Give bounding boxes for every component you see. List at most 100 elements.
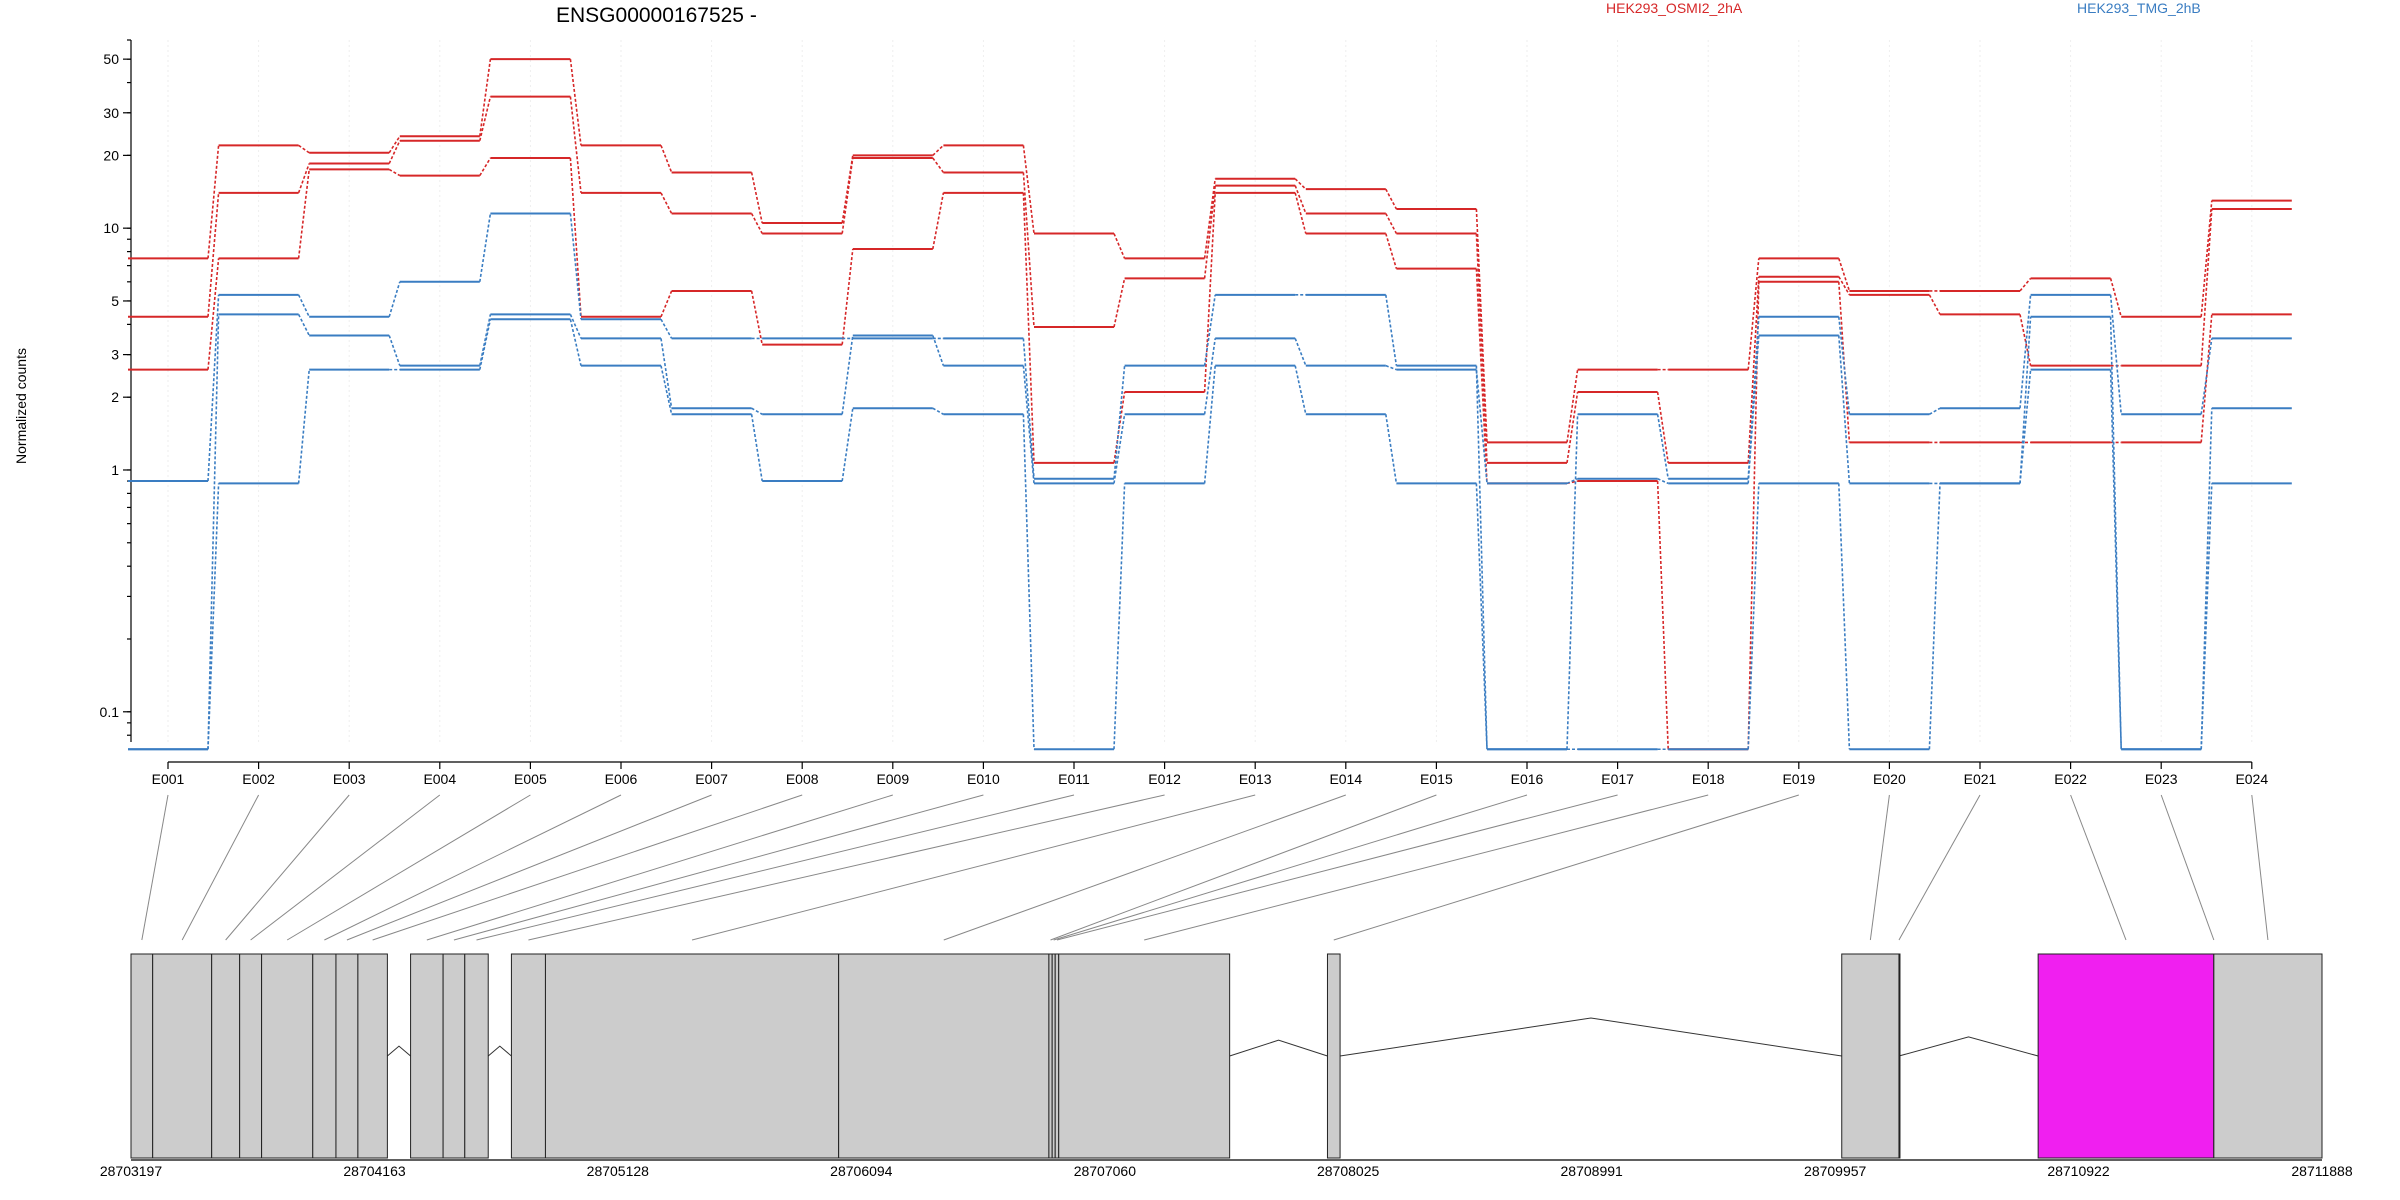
intron-line bbox=[1339, 1017, 1842, 1057]
series-transition bbox=[751, 407, 763, 415]
series-transition bbox=[1566, 478, 1578, 485]
series-transition bbox=[2019, 316, 2032, 484]
series-transition bbox=[1838, 276, 1851, 296]
exon-box bbox=[335, 953, 359, 1159]
series-transition bbox=[1203, 185, 1216, 279]
y-tick-label: 0.1 bbox=[100, 704, 120, 720]
y-tick-label: 50 bbox=[103, 51, 119, 67]
exon-connector bbox=[286, 794, 531, 941]
series-transition bbox=[1838, 483, 1851, 750]
series-transition bbox=[298, 144, 310, 154]
y-tick-label: 20 bbox=[103, 147, 119, 163]
x-tick-label: E010 bbox=[967, 771, 1000, 787]
series-transition bbox=[1656, 414, 1669, 479]
exon-connector bbox=[2251, 794, 2269, 941]
y-tick-label: 2 bbox=[111, 389, 119, 405]
x-tick-label: E023 bbox=[2145, 771, 2178, 787]
series-transition bbox=[388, 281, 401, 318]
y-tick-label: 1 bbox=[111, 462, 119, 478]
exon-box bbox=[152, 953, 213, 1159]
series-line bbox=[128, 313, 2292, 751]
series-transition bbox=[1838, 316, 1851, 415]
intron-line bbox=[387, 1045, 411, 1057]
series-transition bbox=[1475, 268, 1488, 484]
series-transition bbox=[207, 258, 220, 370]
exon-box bbox=[1326, 953, 1341, 1159]
exon-box bbox=[1841, 953, 1900, 1159]
series-transition bbox=[841, 155, 854, 224]
series-transition bbox=[841, 408, 854, 482]
exon-box bbox=[442, 953, 466, 1159]
y-tick-label: 3 bbox=[111, 347, 119, 363]
series-transition bbox=[297, 369, 310, 484]
exon-box bbox=[130, 953, 154, 1159]
series-transition bbox=[932, 192, 945, 250]
series-transition bbox=[841, 335, 854, 415]
series-transition bbox=[1022, 192, 1035, 463]
series-transition bbox=[388, 335, 401, 366]
exon-connector bbox=[324, 794, 622, 941]
series-line bbox=[128, 58, 2292, 444]
series-transition bbox=[207, 314, 220, 750]
exon-connector bbox=[1869, 794, 1890, 941]
exon-box bbox=[1058, 953, 1231, 1159]
exon-box bbox=[1898, 953, 1901, 1159]
series-transition bbox=[479, 213, 492, 282]
exon-connector bbox=[476, 794, 1075, 941]
x-tick-label: E013 bbox=[1239, 771, 1272, 787]
y-axis: 0.1 1 2 3 5 10 20 30 50 bbox=[100, 39, 132, 742]
series-transition bbox=[297, 163, 310, 194]
series-transition bbox=[388, 140, 401, 164]
x-tick-label: E003 bbox=[333, 771, 366, 787]
intron-line bbox=[1229, 1039, 1328, 1057]
x-tick-label: E006 bbox=[605, 771, 638, 787]
series-transition bbox=[841, 248, 854, 345]
exon-box bbox=[410, 953, 444, 1159]
series-transition bbox=[1928, 483, 1941, 750]
series-transition bbox=[207, 483, 220, 750]
series-transition bbox=[1838, 258, 1851, 292]
exon-box bbox=[544, 953, 840, 1159]
series-transition bbox=[2109, 278, 2122, 318]
exon-connector bbox=[1050, 794, 1437, 941]
exon-connector bbox=[2070, 794, 2127, 941]
series-transition bbox=[1203, 294, 1216, 366]
coordinate-label: 28707060 bbox=[1074, 1163, 1137, 1179]
x-tick-label: E002 bbox=[242, 771, 275, 787]
series-transition bbox=[660, 338, 673, 409]
series-transition bbox=[1203, 365, 1216, 484]
series-transition bbox=[660, 318, 673, 339]
exon-box bbox=[2213, 953, 2323, 1159]
exon-connector bbox=[453, 794, 984, 941]
series-transition bbox=[1929, 407, 1941, 415]
x-tick-label: E024 bbox=[2235, 771, 2268, 787]
series-transition bbox=[1113, 278, 1126, 328]
series-transition bbox=[1475, 369, 1488, 484]
intron-line bbox=[1898, 1036, 2039, 1057]
series-transition bbox=[2200, 314, 2213, 443]
series-transition bbox=[2109, 316, 2122, 750]
series-transition bbox=[2019, 369, 2032, 484]
x-tick-label: E018 bbox=[1692, 771, 1725, 787]
series-transition bbox=[660, 290, 673, 318]
series-transition bbox=[2200, 338, 2213, 415]
exon-connector bbox=[181, 794, 260, 941]
series-transition bbox=[1475, 208, 1488, 443]
coordinate-label: 28710922 bbox=[2047, 1163, 2110, 1179]
y-tick-label: 10 bbox=[103, 220, 119, 236]
exon-box bbox=[838, 953, 1050, 1159]
series-transition bbox=[660, 365, 673, 415]
series-transition bbox=[2200, 208, 2213, 366]
series-transition bbox=[660, 145, 673, 173]
exon-connector bbox=[1898, 794, 1981, 941]
series-transition bbox=[2200, 483, 2213, 750]
exon-connector bbox=[372, 794, 803, 941]
series-transition bbox=[1656, 481, 1669, 750]
series-transition bbox=[388, 168, 401, 177]
x-tick-label: E017 bbox=[1601, 771, 1634, 787]
series-transition bbox=[1294, 338, 1307, 366]
series-transition bbox=[1385, 414, 1398, 484]
series-transition bbox=[1113, 483, 1126, 750]
exon-connector bbox=[426, 794, 893, 941]
series-line bbox=[128, 157, 2292, 751]
